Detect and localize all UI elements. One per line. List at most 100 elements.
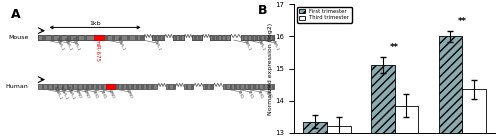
Bar (52, 84, 54, 89)
Bar (106, 84, 115, 89)
Bar (206, 84, 208, 89)
Bar (140, 35, 143, 40)
Bar (134, 35, 138, 40)
Bar (168, 84, 170, 89)
Bar (96, 84, 99, 89)
Bar (105, 35, 108, 40)
Bar (146, 84, 149, 89)
Text: miR-675: miR-675 (94, 39, 99, 62)
Bar (71, 35, 75, 40)
Bar (179, 35, 182, 40)
Bar (240, 35, 274, 40)
Text: ELAVL-1: ELAVL-1 (62, 37, 72, 52)
Text: ELAVL-1: ELAVL-1 (66, 86, 75, 101)
Text: ELAVL-1: ELAVL-1 (270, 37, 280, 52)
Bar (247, 35, 250, 40)
Bar (152, 84, 154, 89)
Bar (258, 84, 260, 89)
Bar (212, 35, 215, 40)
Bar (268, 35, 270, 40)
Bar (172, 35, 184, 40)
Bar (190, 84, 193, 89)
Bar (194, 35, 197, 40)
Bar (112, 35, 115, 40)
Bar (243, 35, 246, 40)
Bar (234, 84, 236, 89)
Text: YBX1: YBX1 (99, 88, 106, 98)
Bar (72, 84, 74, 89)
Bar (272, 35, 274, 40)
Bar (192, 35, 202, 40)
Text: ELAVL-1: ELAVL-1 (58, 86, 68, 101)
Bar (154, 35, 156, 40)
Bar (264, 35, 266, 40)
Bar (106, 84, 109, 89)
Bar (166, 84, 175, 89)
Bar (262, 84, 265, 89)
Bar (371, 65, 394, 137)
Bar (172, 35, 184, 40)
Text: ELAVL-1: ELAVL-1 (71, 37, 81, 52)
Bar (175, 35, 178, 40)
Bar (118, 35, 122, 40)
Text: B: B (258, 4, 268, 17)
Bar (42, 35, 45, 40)
Bar (220, 35, 223, 40)
Text: YBX1: YBX1 (256, 88, 263, 98)
Bar (86, 35, 90, 40)
Legend: First trimester, Third trimester: First trimester, Third trimester (297, 7, 352, 23)
Text: ELAVL-1: ELAVL-1 (116, 37, 125, 52)
Bar (225, 84, 228, 89)
Bar (260, 35, 262, 40)
Text: ELAVL-1: ELAVL-1 (54, 37, 64, 52)
Bar (158, 35, 161, 40)
Bar (38, 35, 45, 40)
Bar (62, 84, 64, 89)
Text: YBX1: YBX1 (266, 88, 273, 98)
Text: NONO: NONO (107, 88, 115, 99)
Bar (438, 36, 462, 137)
Bar (136, 84, 139, 89)
Bar (162, 35, 165, 40)
Bar (50, 35, 54, 40)
Text: NONO: NONO (74, 88, 82, 99)
Text: YBX1: YBX1 (246, 88, 254, 98)
Text: Mouse: Mouse (8, 35, 28, 40)
Bar (38, 84, 158, 89)
Bar (248, 84, 251, 89)
Bar (80, 35, 83, 40)
Bar (76, 84, 79, 89)
Text: NONO: NONO (124, 88, 132, 99)
Bar (38, 35, 144, 40)
Text: YBX1: YBX1 (90, 88, 98, 98)
Bar (225, 35, 228, 40)
Bar (172, 84, 175, 89)
Bar (56, 84, 59, 89)
Text: ELAVL-1: ELAVL-1 (242, 37, 252, 52)
Bar (394, 105, 418, 137)
Text: **: ** (390, 43, 399, 52)
Text: A: A (10, 8, 20, 21)
Bar (132, 84, 134, 89)
Bar (86, 84, 89, 89)
Bar (94, 35, 104, 40)
Text: ELAVL-1: ELAVL-1 (53, 86, 62, 101)
Bar (84, 35, 87, 40)
Bar (186, 84, 188, 89)
Bar (62, 35, 67, 40)
Bar (327, 126, 350, 137)
Bar (102, 84, 104, 89)
Bar (222, 84, 274, 89)
Text: NONO: NONO (82, 88, 90, 99)
Bar (76, 35, 79, 40)
Bar (122, 84, 124, 89)
Text: YBX1: YBX1 (236, 88, 244, 98)
Bar (210, 84, 212, 89)
Text: ELAVL-1: ELAVL-1 (256, 37, 266, 52)
Y-axis label: Normalized expression (log2): Normalized expression (log2) (268, 22, 272, 115)
Bar (198, 35, 201, 40)
Bar (94, 35, 104, 40)
Bar (192, 35, 202, 40)
Bar (239, 84, 242, 89)
Bar (272, 84, 274, 89)
